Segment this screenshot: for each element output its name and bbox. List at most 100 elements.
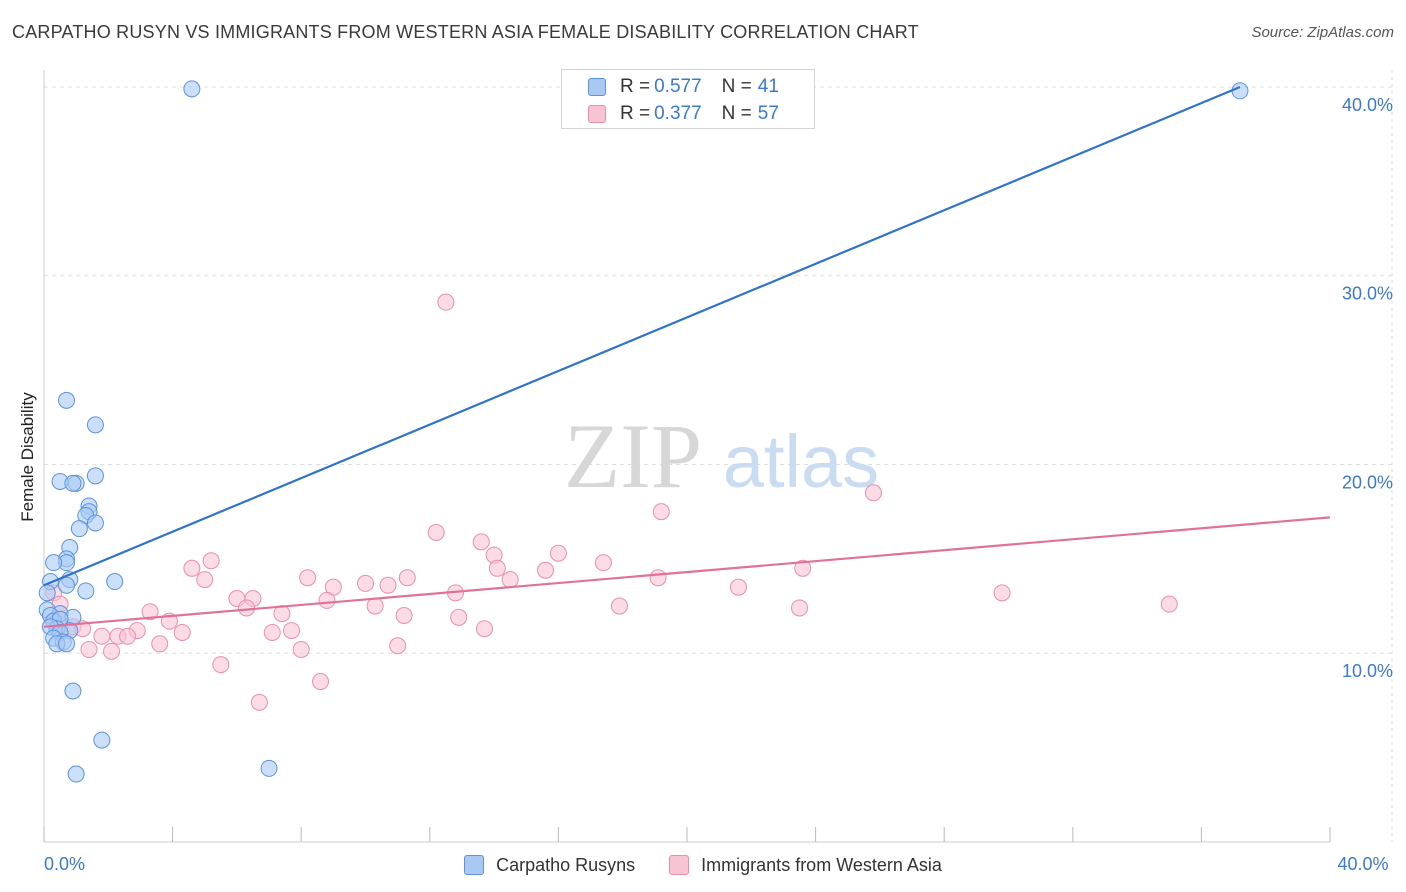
western-asia-point	[250, 693, 268, 711]
western-asia-point	[357, 574, 374, 592]
western-asia-point	[80, 640, 98, 658]
western-asia-point	[395, 606, 413, 624]
carpatho-rusyn-point	[64, 682, 82, 700]
r-value: 0.377	[654, 103, 702, 124]
immigrants-western-asia-swatch-icon	[669, 855, 690, 875]
western-asia-point	[427, 523, 445, 541]
trend-lines	[43, 85, 1331, 628]
x-tick-label: 0.0%	[44, 854, 85, 874]
western-asia-point	[652, 503, 670, 521]
western-asia-point	[791, 599, 809, 617]
western-asia-point	[379, 576, 397, 594]
western-asia-point	[794, 559, 812, 577]
carpatho-rusyn-point	[86, 416, 104, 434]
western-asia-point	[389, 637, 407, 655]
legend-item-immigrants-western-asia: Immigrants from Western Asia	[669, 855, 942, 876]
western-asia-point	[318, 591, 336, 609]
carpatho-rusyn-point	[183, 80, 201, 98]
western-asia-point	[212, 656, 230, 674]
watermark-atlas: atlas	[723, 420, 879, 503]
carpatho-rusyn-point	[58, 635, 76, 653]
western-asia-point	[488, 559, 506, 577]
carpatho-rusyn-point	[70, 520, 88, 538]
western-asia-point	[1160, 595, 1178, 613]
western-asia-point	[173, 623, 191, 641]
carpatho-rusyn-point	[93, 731, 111, 749]
carpatho-rusyn-point	[260, 759, 278, 777]
western-asia-point	[292, 640, 310, 658]
western-asia-point	[238, 599, 256, 617]
y-tick-label: 30.0%	[1342, 284, 1393, 304]
carpatho-rusyn-trend-line	[43, 85, 1241, 587]
legend-label: Immigrants from Western Asia	[701, 854, 942, 875]
western-asia-point	[263, 623, 281, 641]
western-asia-point	[993, 584, 1011, 602]
western-asia-point	[475, 620, 493, 638]
n-label: N =	[721, 103, 752, 124]
watermark-zip: ZIP	[564, 405, 702, 507]
western-asia-point	[398, 569, 416, 587]
tick-labels: 10.0% 20.0% 30.0% 40.0% 0.0% 40.0%	[44, 95, 1393, 874]
western-asia-point	[549, 544, 567, 562]
carpatho-rusyn-point	[64, 474, 82, 492]
carpatho-rusyn-point	[58, 576, 76, 594]
western-asia-point	[141, 603, 159, 621]
western-asia-point	[283, 622, 301, 640]
r-value: 0.577	[654, 76, 702, 97]
carpatho-rusyn-point	[1231, 82, 1249, 100]
r-label: R =	[620, 103, 651, 124]
x-tick-label: 40.0%	[1337, 854, 1388, 874]
carpatho-rusyn-point	[58, 391, 76, 409]
n-label: N =	[721, 76, 752, 97]
y-tick-label: 40.0%	[1342, 95, 1393, 115]
r-label: R =	[620, 76, 651, 97]
carpatho-rusyn-point	[38, 584, 56, 602]
n-value: 57	[757, 103, 779, 124]
western-asia-point	[537, 561, 555, 579]
y-tick-label: 10.0%	[1342, 661, 1393, 681]
western-asia-point	[501, 571, 519, 589]
western-asia-point	[119, 627, 137, 645]
carpatho-rusyns-swatch-icon	[464, 855, 485, 875]
carpatho-rusyn-point	[77, 582, 95, 600]
western-asia-point	[151, 635, 169, 653]
y-axis-title: Female Disability	[18, 392, 37, 522]
western-asia-point	[437, 293, 455, 311]
carpatho-rusyn-point	[67, 765, 85, 783]
y-tick-label: 20.0%	[1342, 472, 1393, 492]
axes	[43, 70, 1331, 843]
western-asia-point	[864, 484, 882, 502]
gridlines	[44, 70, 1393, 842]
western-asia-point	[103, 642, 121, 660]
source-credit: Source: ZipAtlas.com	[1251, 24, 1394, 41]
carpatho-rusyn-point	[86, 467, 104, 485]
chart-title: CARPATHO RUSYN VS IMMIGRANTS FROM WESTER…	[12, 22, 919, 42]
stats-legend: R = 0.577 N = 41 R = 0.377 N = 57	[561, 69, 815, 129]
western-asia-swatch-icon	[588, 105, 606, 123]
western-asia-point	[311, 673, 329, 691]
western-asia-point	[299, 569, 317, 587]
carpatho-rusyn-point	[45, 554, 63, 572]
western-asia-point	[93, 627, 111, 645]
carpatho-rusyn-point	[106, 573, 124, 591]
series-legend: Carpatho Rusyns Immigrants from Western …	[0, 852, 1406, 878]
western-asia-trend-line	[43, 516, 1331, 628]
rusyn-swatch-icon	[588, 78, 606, 96]
western-asia-point	[472, 533, 490, 551]
stats-legend-row-western-asia: R = 0.377 N = 57	[588, 103, 779, 125]
western-asia-point	[594, 554, 612, 572]
western-asia-point	[202, 552, 220, 570]
stats-legend-row-rusyn: R = 0.577 N = 41	[588, 76, 779, 98]
western-asia-point	[610, 597, 628, 615]
western-asia-point	[450, 608, 468, 626]
western-asia-point	[183, 559, 201, 577]
n-value: 41	[757, 76, 779, 97]
western-asia-point	[729, 578, 747, 596]
carpatho-rusyn-point	[86, 514, 104, 532]
watermark: ZIP atlas	[564, 405, 879, 507]
legend-item-carpatho-rusyns: Carpatho Rusyns	[464, 855, 635, 876]
western-asia-point	[366, 597, 384, 615]
western-asia-point	[196, 571, 214, 589]
western-asia-point	[649, 569, 667, 587]
